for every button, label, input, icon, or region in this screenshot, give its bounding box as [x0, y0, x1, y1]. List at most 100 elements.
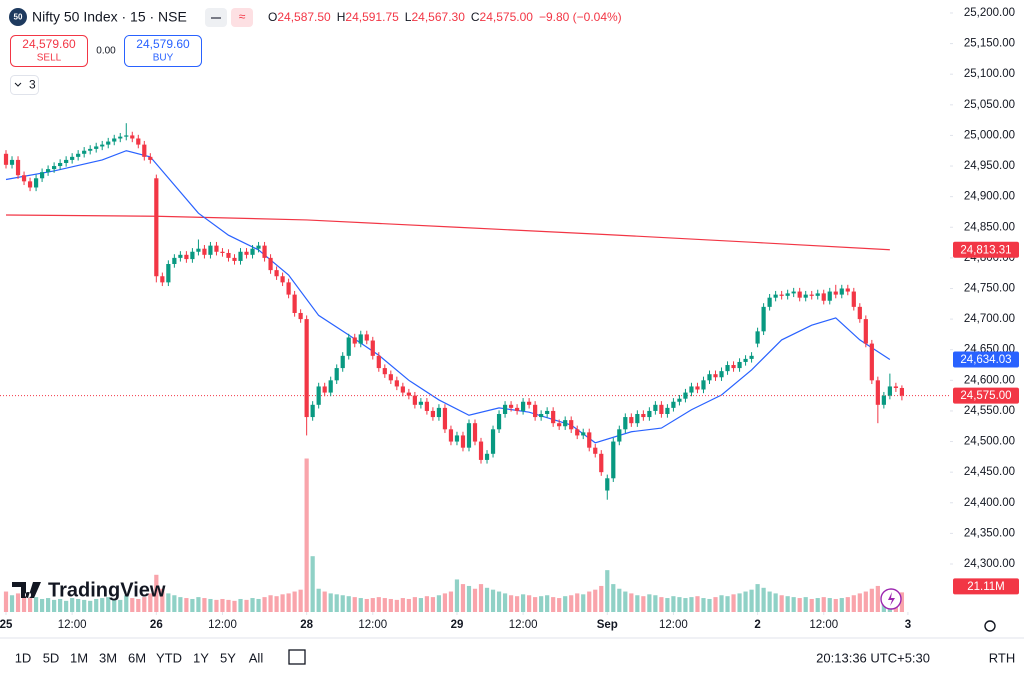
candle-body — [671, 401, 676, 408]
volume-bar — [178, 597, 183, 612]
volume-bar — [82, 599, 87, 612]
candle-body — [70, 156, 75, 160]
candle-body — [364, 334, 369, 341]
volume-bar — [839, 598, 844, 612]
compare-icon: ≈ — [239, 10, 246, 24]
volume-bar — [809, 598, 814, 612]
candle-body — [611, 441, 616, 479]
date-range-icon[interactable] — [288, 649, 306, 665]
candle-body — [749, 355, 754, 359]
volume-bar — [190, 598, 195, 612]
candle-body — [388, 374, 393, 381]
symbol-title[interactable]: Nifty 50 Index · 15 · NSE — [32, 9, 187, 25]
range-button[interactable]: 1M — [70, 650, 88, 665]
volume-bar — [166, 593, 171, 612]
candle-body — [508, 404, 514, 408]
compare-button[interactable] — [231, 8, 253, 27]
candle-body — [436, 407, 442, 418]
candle-body — [557, 423, 562, 427]
volume-bar — [64, 600, 69, 612]
logo-icon — [12, 582, 41, 598]
ohlc-value: 24,591.75 — [345, 10, 399, 24]
volume-bar — [533, 597, 538, 612]
candle-body — [154, 178, 159, 277]
candle-body — [785, 293, 790, 296]
x-tick-label: 12:00 — [509, 619, 538, 631]
volume-bar — [370, 598, 375, 612]
volume-bar — [160, 588, 165, 612]
volume-bar — [322, 591, 327, 612]
volume-bar — [280, 594, 285, 612]
candle-body — [472, 423, 478, 442]
price-axis: 24,300.00 24,350.00 24,400.00 24,450.00 24,5… — [0, 7, 1019, 631]
volume-bar — [130, 598, 135, 612]
indicators-count: 3 — [29, 78, 36, 92]
candle-body — [815, 293, 820, 296]
volume-bar — [629, 593, 634, 612]
volume-bar — [797, 598, 802, 612]
volume-bar — [665, 598, 670, 612]
candle-body — [136, 138, 141, 145]
volume-bar — [575, 593, 580, 612]
volume-bar — [869, 588, 874, 612]
candle-body — [52, 166, 57, 170]
volume-bar — [358, 598, 363, 612]
indicators-toggle[interactable] — [10, 75, 39, 95]
ohlc-change: −9.80 (−0.04%) — [539, 10, 622, 24]
volume-bar — [142, 597, 147, 612]
candle-body — [310, 404, 315, 418]
volume-bar — [671, 596, 676, 612]
volume-bar — [310, 556, 315, 612]
candle-body — [202, 248, 207, 255]
volume-bar — [731, 594, 736, 612]
candle-body — [268, 257, 273, 271]
candle-body — [821, 293, 826, 301]
buy-price: 24,579.60 — [136, 37, 190, 51]
candle-body — [731, 365, 736, 369]
candle-body — [15, 159, 21, 176]
volume-bar — [863, 591, 868, 612]
candle-body — [659, 404, 664, 414]
range-button[interactable]: YTD — [156, 650, 182, 665]
volume-bar — [400, 598, 405, 612]
candle-body — [424, 401, 430, 411]
settings-icon[interactable] — [984, 620, 996, 632]
range-button[interactable]: 5D — [43, 650, 60, 665]
volume-bar — [52, 599, 57, 612]
range-button[interactable]: 1Y — [193, 650, 209, 665]
buy-button[interactable] — [124, 35, 202, 67]
volume-bar — [70, 598, 75, 612]
candle-body — [779, 294, 784, 296]
candle-body — [761, 306, 766, 332]
volume-bar — [641, 596, 646, 612]
volume-bar — [21, 596, 27, 612]
sell-button[interactable] — [10, 35, 88, 67]
volume-bar — [520, 594, 526, 612]
range-button[interactable]: 5Y — [220, 650, 236, 665]
candle-body — [575, 429, 580, 436]
slow-ma-label: 24,813.31 — [960, 244, 1011, 256]
candle-body — [214, 245, 219, 252]
candle-body — [184, 254, 189, 260]
session[interactable]: RTH — [989, 650, 1015, 665]
candle-body — [803, 294, 808, 298]
candle-body — [442, 407, 448, 430]
range-button[interactable]: 3M — [99, 650, 117, 665]
candle-body — [196, 248, 201, 252]
volume-bar — [238, 598, 243, 612]
candle-body — [106, 141, 111, 145]
ohlc-key: O — [268, 10, 277, 24]
volume-bar — [833, 598, 838, 612]
y-tick-label: 24,400.00 — [964, 497, 1015, 509]
volume-bar — [382, 598, 387, 612]
range-button[interactable]: All — [249, 650, 264, 665]
candle-body — [370, 340, 375, 356]
range-button[interactable]: 1D — [15, 650, 32, 665]
range-button[interactable]: 6M — [128, 650, 146, 665]
candle-body — [689, 386, 694, 393]
ohlc-key: H — [337, 10, 346, 24]
volume-bar — [701, 598, 706, 612]
candle-body — [328, 380, 333, 393]
volume-bar — [605, 570, 610, 612]
x-tick-label: 28 — [300, 619, 313, 631]
